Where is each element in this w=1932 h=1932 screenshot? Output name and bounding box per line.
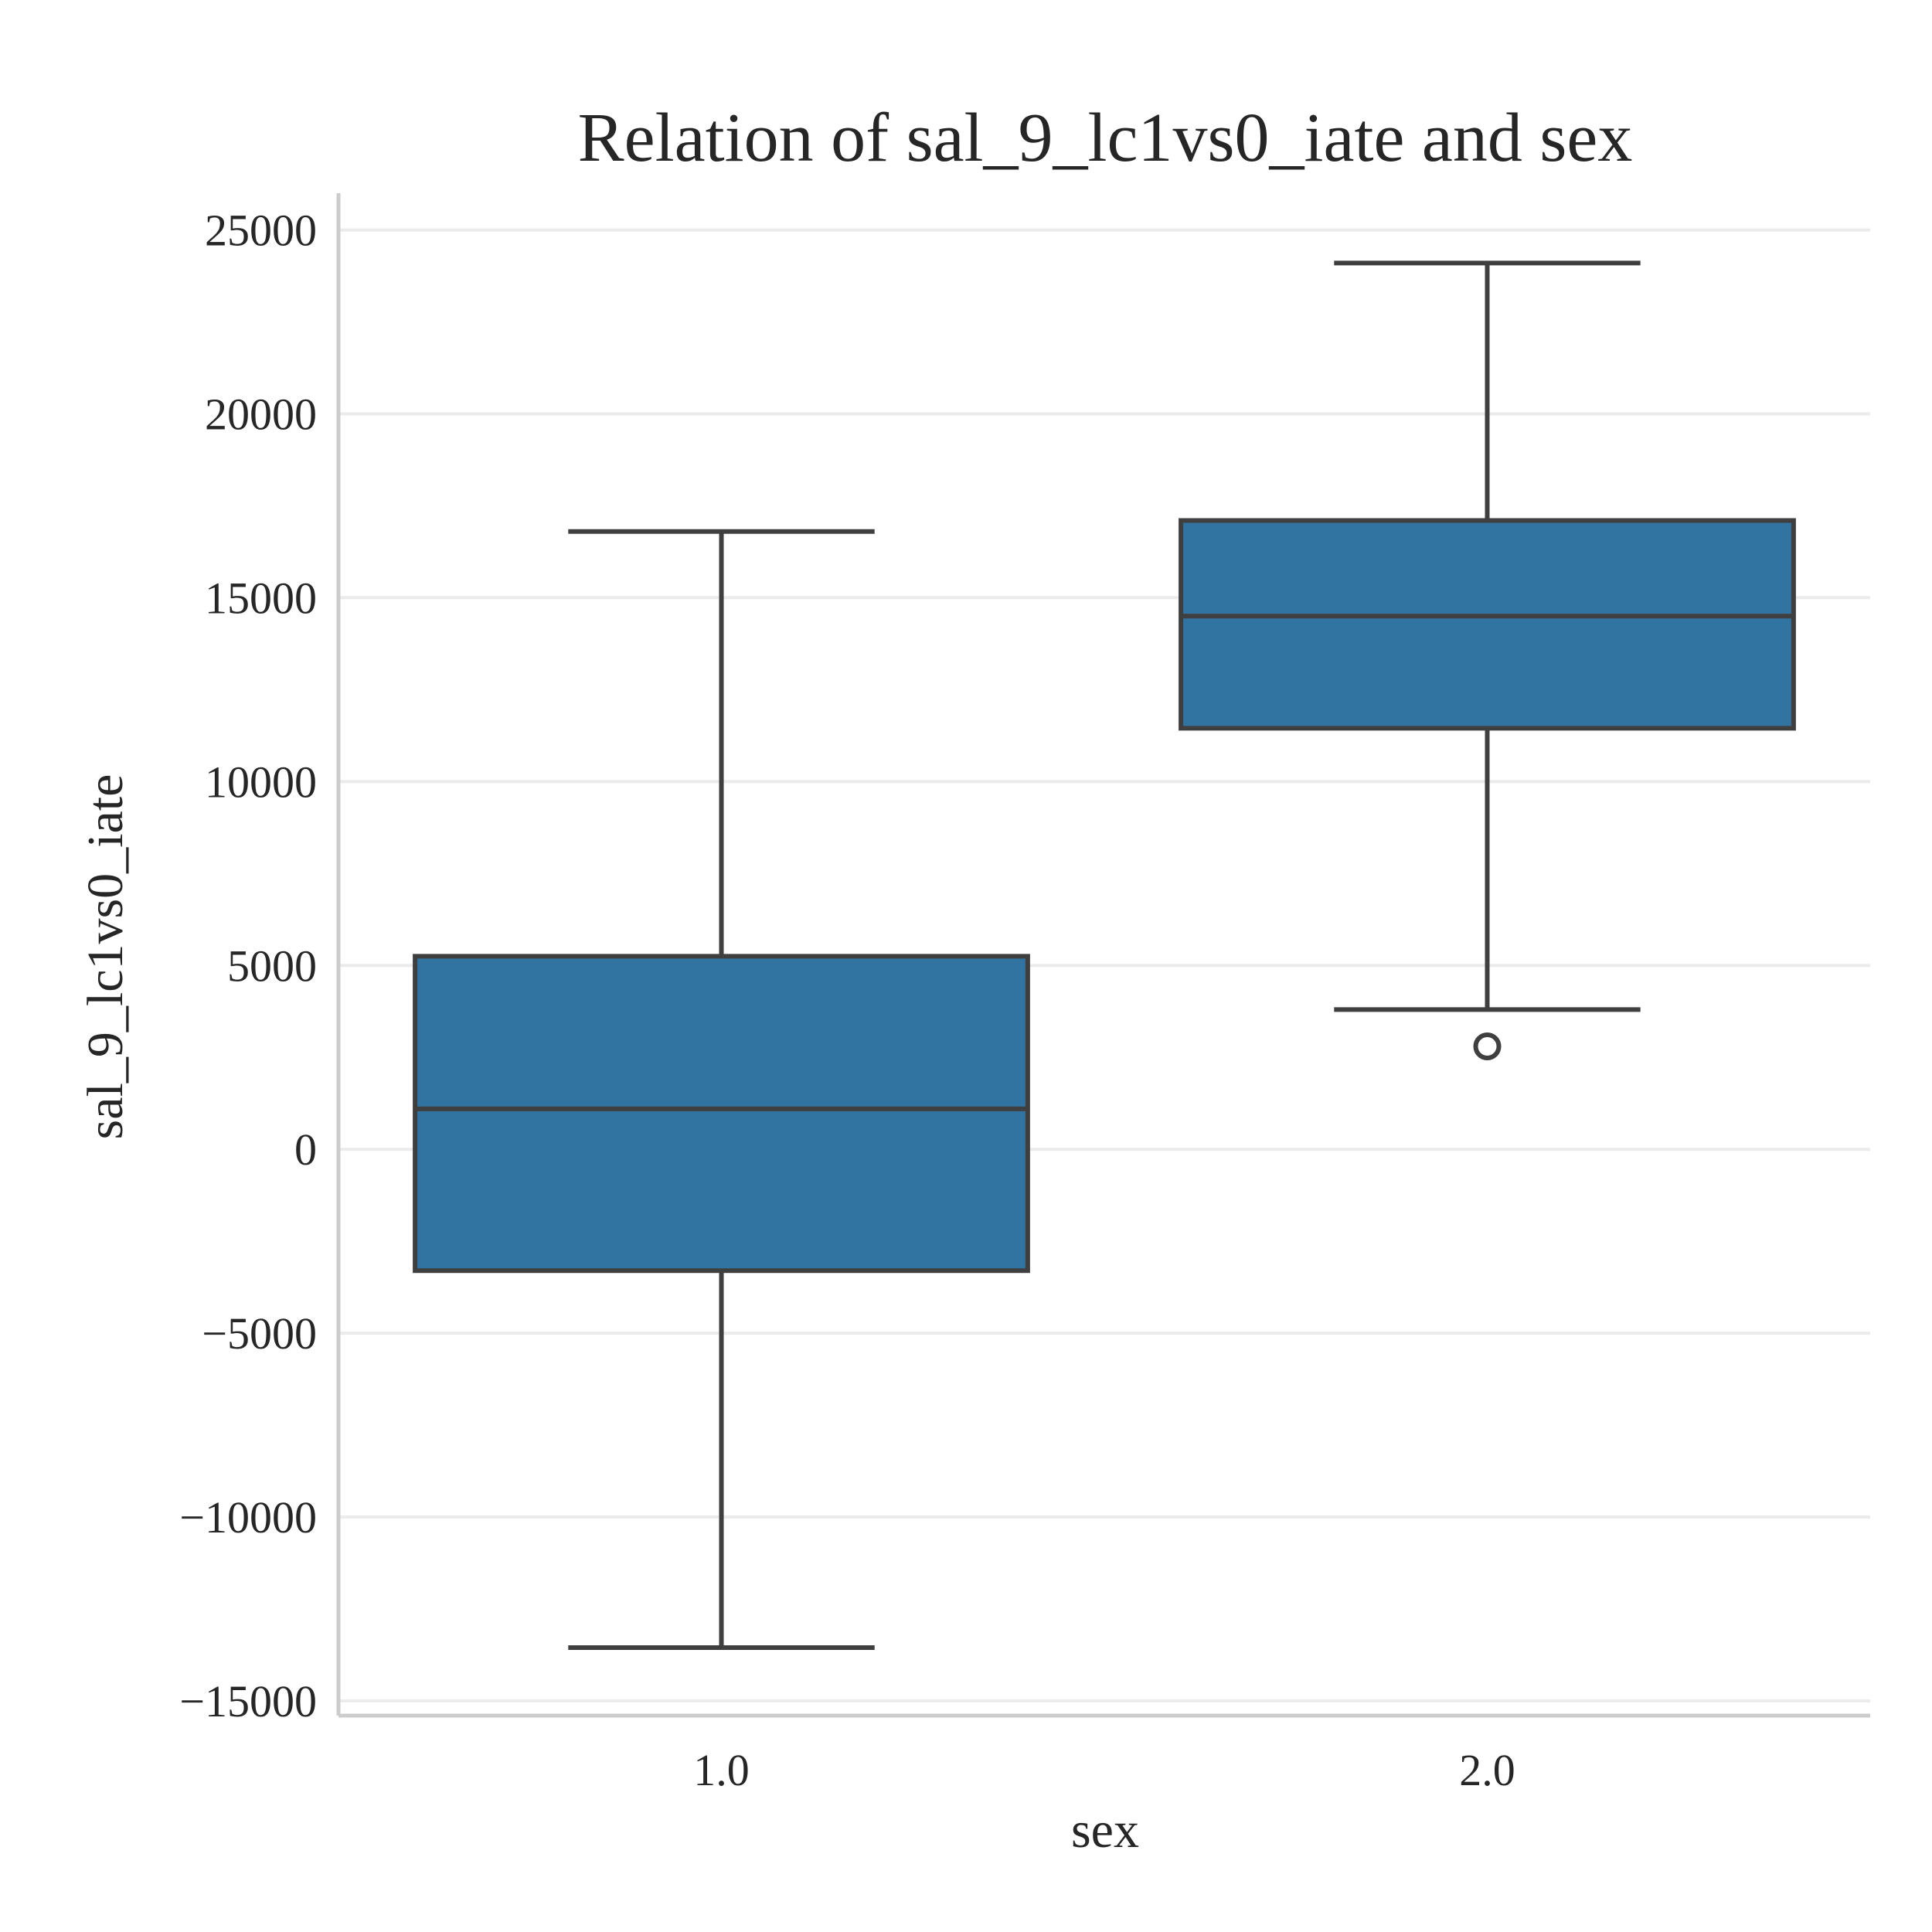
y-tick-label-1: −10000 xyxy=(179,1492,317,1543)
x-tick-label-0: 1.0 xyxy=(693,1745,750,1795)
y-tick-label-3: 0 xyxy=(294,1124,317,1175)
y-tick-label-7: 20000 xyxy=(205,389,317,440)
x-axis-label: sex xyxy=(1071,1802,1139,1859)
box-group-1.0 xyxy=(413,529,1030,1650)
axis-spines xyxy=(336,193,1870,1718)
x-tick-label-1: 2.0 xyxy=(1459,1745,1515,1795)
outlier-point-0 xyxy=(1473,1032,1502,1060)
y-tick-label-2: −5000 xyxy=(202,1308,317,1359)
chart-title: Relation of sal_9_lc1vs0_iate and sex xyxy=(578,100,1633,176)
tick-labels: −15000 −10000 −5000 0 5000 10000 15000 20000 250… xyxy=(179,206,1515,1795)
y-tick-label-6: 15000 xyxy=(205,573,317,623)
box-iqr xyxy=(1179,518,1796,731)
y-tick-label-5: 10000 xyxy=(205,757,317,807)
y-tick-label-8: 25000 xyxy=(205,206,317,256)
y-axis-label: sal_9_lc1vs0_iate xyxy=(77,774,134,1140)
box-group-2.0 xyxy=(1179,260,1796,1060)
box-elements xyxy=(413,260,1796,1650)
y-tick-label-0: −15000 xyxy=(179,1676,317,1726)
box-iqr xyxy=(413,954,1030,1274)
y-tick-label-4: 5000 xyxy=(227,940,317,991)
